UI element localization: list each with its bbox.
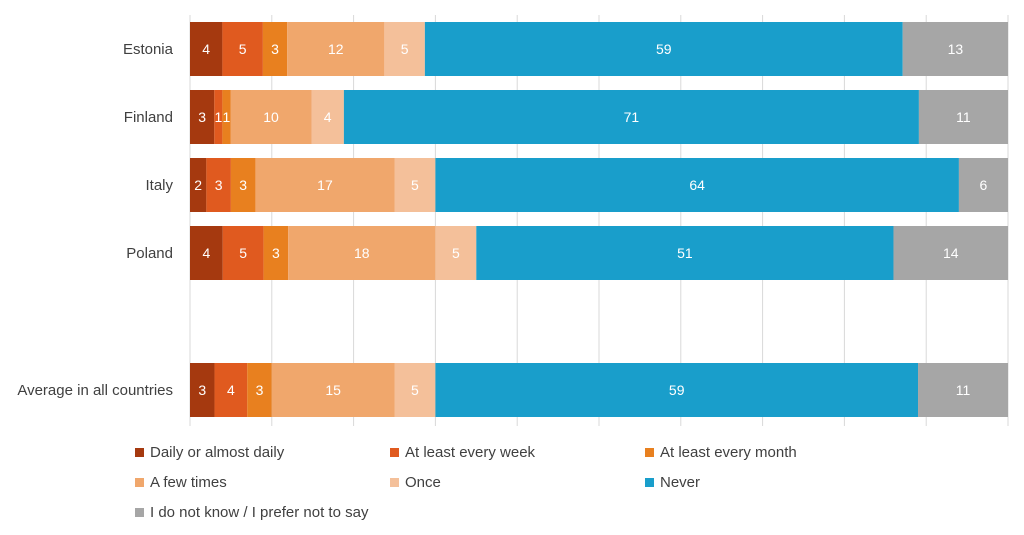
bar-segment	[230, 90, 312, 144]
data-label: 15	[325, 382, 341, 398]
legend-item: Daily or almost daily	[135, 444, 284, 461]
data-label: 64	[689, 177, 705, 193]
legend-label: A few times	[150, 474, 227, 491]
category-label: Finland	[124, 109, 173, 126]
legend-item: A few times	[135, 474, 227, 491]
data-label: 1	[223, 109, 231, 125]
bar-segment	[394, 363, 436, 417]
data-label: 18	[354, 245, 370, 261]
data-label: 3	[239, 177, 247, 193]
bar-segment	[190, 22, 223, 76]
data-label: 11	[956, 109, 971, 125]
legend-swatch	[135, 448, 144, 457]
bar-segment	[476, 226, 894, 280]
data-label: 59	[656, 41, 672, 57]
data-label: 3	[198, 382, 206, 398]
legend-label: I do not know / I prefer not to say	[150, 504, 369, 521]
data-label: 5	[411, 382, 419, 398]
bar-segment	[918, 363, 1008, 417]
bar-segment	[263, 226, 289, 280]
legend-label: At least every month	[660, 444, 797, 461]
data-label: 3	[271, 41, 279, 57]
legend-label: Once	[405, 474, 441, 491]
bar-segment	[247, 363, 272, 417]
data-label: 4	[324, 109, 332, 125]
bar-segment	[262, 22, 288, 76]
data-label: 10	[263, 109, 279, 125]
legend-swatch	[135, 508, 144, 517]
data-label: 5	[239, 41, 247, 57]
bar-segment	[435, 158, 959, 212]
bar-segment	[190, 226, 223, 280]
legend-item: At least every month	[645, 444, 797, 461]
bar-segment	[222, 22, 263, 76]
bar-segment	[190, 158, 207, 212]
category-label: Average in all countries	[17, 382, 173, 399]
bar-segment	[287, 22, 385, 76]
bar-segment	[222, 226, 264, 280]
bar-segment	[190, 90, 215, 144]
data-label: 6	[980, 177, 988, 193]
data-label: 1	[214, 109, 222, 125]
data-label: 11	[956, 382, 971, 398]
legend-swatch	[390, 478, 399, 487]
data-label: 5	[239, 245, 247, 261]
data-label: 3	[256, 382, 264, 398]
legend-item: Never	[645, 474, 700, 491]
bar-segment	[255, 158, 395, 212]
data-label: 2	[194, 177, 202, 193]
bar-segment	[384, 22, 425, 76]
data-label: 3	[215, 177, 223, 193]
data-label: 59	[669, 382, 685, 398]
bar-segment	[435, 363, 919, 417]
bar-segment	[394, 158, 436, 212]
category-label: Poland	[126, 245, 173, 262]
legend-label: At least every week	[405, 444, 536, 461]
legend-item: At least every week	[390, 444, 535, 461]
bar-segment	[343, 90, 919, 144]
bar-segment	[214, 90, 223, 144]
bar-segment	[214, 363, 248, 417]
bar-segment	[271, 363, 395, 417]
legend-swatch	[390, 448, 399, 457]
bar-segment	[893, 226, 1008, 280]
legend-swatch	[135, 478, 144, 487]
bar-segment	[958, 158, 1008, 212]
data-label: 17	[317, 177, 333, 193]
legend-swatch	[645, 478, 654, 487]
bar-segment	[435, 226, 477, 280]
bar-segment	[902, 22, 1008, 76]
bar-segment	[918, 90, 1008, 144]
legend-item: I do not know / I prefer not to say	[135, 504, 368, 521]
bar-segment	[230, 158, 256, 212]
category-label: Estonia	[123, 41, 174, 58]
data-label: 3	[198, 109, 206, 125]
category-label: Italy	[145, 177, 173, 194]
data-label: 4	[202, 245, 210, 261]
bar-segment	[424, 22, 903, 76]
legend-item: Once	[390, 474, 441, 491]
data-label: 71	[624, 109, 640, 125]
data-label: 3	[272, 245, 280, 261]
data-label: 5	[401, 41, 409, 57]
data-label: 5	[411, 177, 419, 193]
data-label: 4	[227, 382, 235, 398]
bar-segment	[288, 226, 436, 280]
bar-segment	[311, 90, 344, 144]
legend-label: Daily or almost daily	[150, 444, 285, 461]
data-label: 51	[677, 245, 693, 261]
data-label: 4	[202, 41, 210, 57]
bar-segment	[222, 90, 231, 144]
legend-label: Never	[660, 474, 701, 491]
data-label: 5	[452, 245, 460, 261]
bar-segment	[190, 363, 215, 417]
bar-segment	[206, 158, 231, 212]
data-label: 12	[328, 41, 344, 57]
data-label: 14	[943, 245, 959, 261]
data-label: 13	[948, 41, 964, 57]
legend-swatch	[645, 448, 654, 457]
